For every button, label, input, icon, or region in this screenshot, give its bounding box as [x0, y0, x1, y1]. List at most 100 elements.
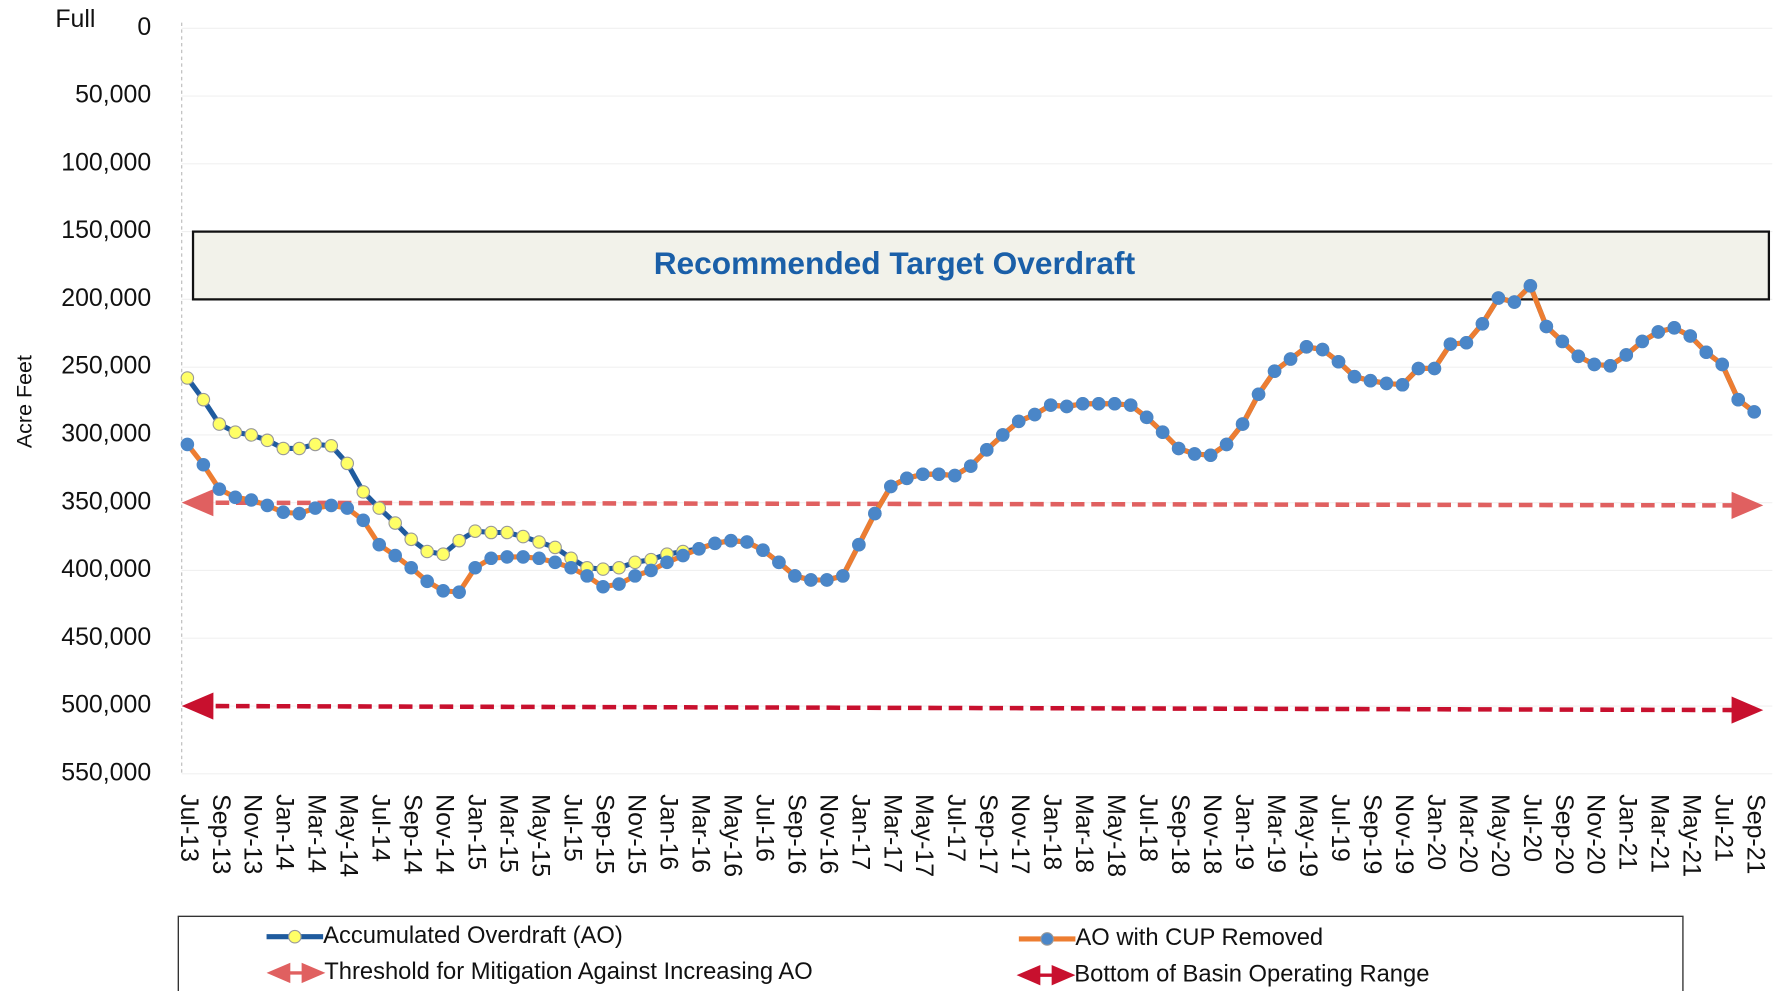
- data-point: [324, 498, 339, 513]
- x-tick-label: Nov-19: [1390, 794, 1418, 874]
- data-point: [1667, 321, 1682, 335]
- data-point: [1187, 447, 1202, 461]
- data-point: [644, 563, 658, 578]
- data-point: [196, 392, 211, 407]
- data-point: [612, 560, 626, 575]
- y-top-annotation: Full: [55, 5, 95, 33]
- data-point: [516, 550, 530, 564]
- data-point: [756, 543, 770, 557]
- data-point: [995, 428, 1010, 442]
- data-point: [596, 562, 610, 576]
- data-point: [420, 574, 434, 589]
- x-tick-label: May-16: [718, 794, 746, 877]
- y-tick-label: 100,000: [61, 148, 151, 176]
- data-point: [180, 437, 195, 452]
- legend-label: Threshold for Mitigation Against Increas…: [324, 958, 812, 985]
- x-tick-label: Jan-19: [1230, 794, 1258, 870]
- x-tick-label: Nov-18: [1198, 794, 1226, 874]
- data-point: [1123, 398, 1138, 412]
- data-point: [276, 505, 291, 519]
- legend-swatch-marker: [288, 929, 302, 944]
- data-point: [1139, 410, 1154, 425]
- data-point: [612, 577, 626, 591]
- x-tick-label: Nov-15: [622, 794, 650, 874]
- data-point: [852, 537, 866, 552]
- data-point: [260, 498, 275, 513]
- data-point: [1011, 414, 1026, 429]
- data-point: [1027, 407, 1042, 422]
- x-tick-label: Jul-20: [1518, 794, 1546, 862]
- x-tick-label: Mar-18: [1070, 794, 1098, 873]
- x-tick-label: Jul-14: [367, 794, 395, 862]
- data-point: [1171, 441, 1186, 456]
- data-point: [1395, 377, 1410, 392]
- x-tick-label: Mar-20: [1454, 794, 1482, 873]
- data-point: [372, 537, 387, 552]
- data-point: [1075, 396, 1090, 411]
- data-point: [1107, 396, 1122, 411]
- data-point: [404, 532, 418, 547]
- data-point: [804, 573, 818, 587]
- x-tick-label: Jul-15: [559, 794, 587, 862]
- data-point: [708, 536, 722, 551]
- data-point: [1091, 396, 1106, 411]
- data-point: [1363, 373, 1378, 388]
- data-point: [180, 371, 195, 385]
- data-point: [436, 584, 450, 598]
- x-tick-label: Sep-18: [1166, 794, 1194, 874]
- data-point: [740, 535, 754, 549]
- x-tick-label: Nov-16: [814, 794, 842, 874]
- y-axis-label: Acre Feet: [12, 355, 36, 448]
- data-point: [308, 437, 323, 452]
- x-tick-label: Jul-13: [175, 794, 203, 862]
- data-point: [932, 467, 946, 482]
- x-tick-label: Mar-16: [686, 794, 714, 873]
- legend-swatch-marker: [1040, 932, 1054, 946]
- data-point: [452, 533, 466, 548]
- x-tick-label: Nov-14: [431, 794, 459, 874]
- data-point: [228, 425, 243, 440]
- x-tick-label: Mar-15: [495, 794, 523, 873]
- y-tick-label: 200,000: [61, 284, 151, 312]
- reference-line: [181, 489, 1764, 519]
- data-point: [900, 471, 914, 486]
- data-point: [420, 544, 434, 559]
- data-point: [1635, 334, 1650, 349]
- y-tick-label: 550,000: [61, 758, 151, 786]
- data-point: [963, 459, 978, 473]
- y-tick-label: 450,000: [61, 623, 151, 651]
- data-point: [1571, 349, 1586, 364]
- reference-line: [181, 692, 1764, 724]
- data-point: [772, 555, 786, 570]
- data-point: [1555, 334, 1570, 349]
- data-point: [244, 428, 259, 442]
- data-point: [1731, 392, 1745, 407]
- data-point: [1347, 369, 1362, 384]
- x-tick-label: May-20: [1486, 794, 1514, 877]
- data-point: [1043, 398, 1058, 412]
- data-point: [468, 560, 482, 575]
- data-point: [979, 443, 994, 457]
- data-point: [564, 560, 578, 575]
- data-point: [404, 560, 418, 575]
- data-point: [724, 533, 738, 548]
- data-point: [1299, 340, 1314, 354]
- x-tick-label: Nov-20: [1582, 794, 1610, 874]
- data-point: [1235, 417, 1250, 431]
- data-point: [1619, 348, 1634, 362]
- data-point: [1699, 345, 1714, 360]
- y-tick-label: 300,000: [61, 420, 151, 448]
- data-point: [532, 535, 546, 549]
- legend-box: [177, 915, 1684, 991]
- x-tick-label: Mar-17: [878, 794, 906, 873]
- data-point: [788, 569, 802, 583]
- data-point: [388, 516, 403, 530]
- data-point: [1459, 335, 1474, 350]
- data-point: [1507, 295, 1522, 309]
- data-point: [628, 569, 642, 583]
- data-point: [1411, 361, 1426, 376]
- target-band-label: Recommended Target Overdraft: [654, 245, 1136, 281]
- data-point: [324, 438, 339, 453]
- data-point: [212, 482, 227, 496]
- y-tick-label: 350,000: [61, 487, 151, 515]
